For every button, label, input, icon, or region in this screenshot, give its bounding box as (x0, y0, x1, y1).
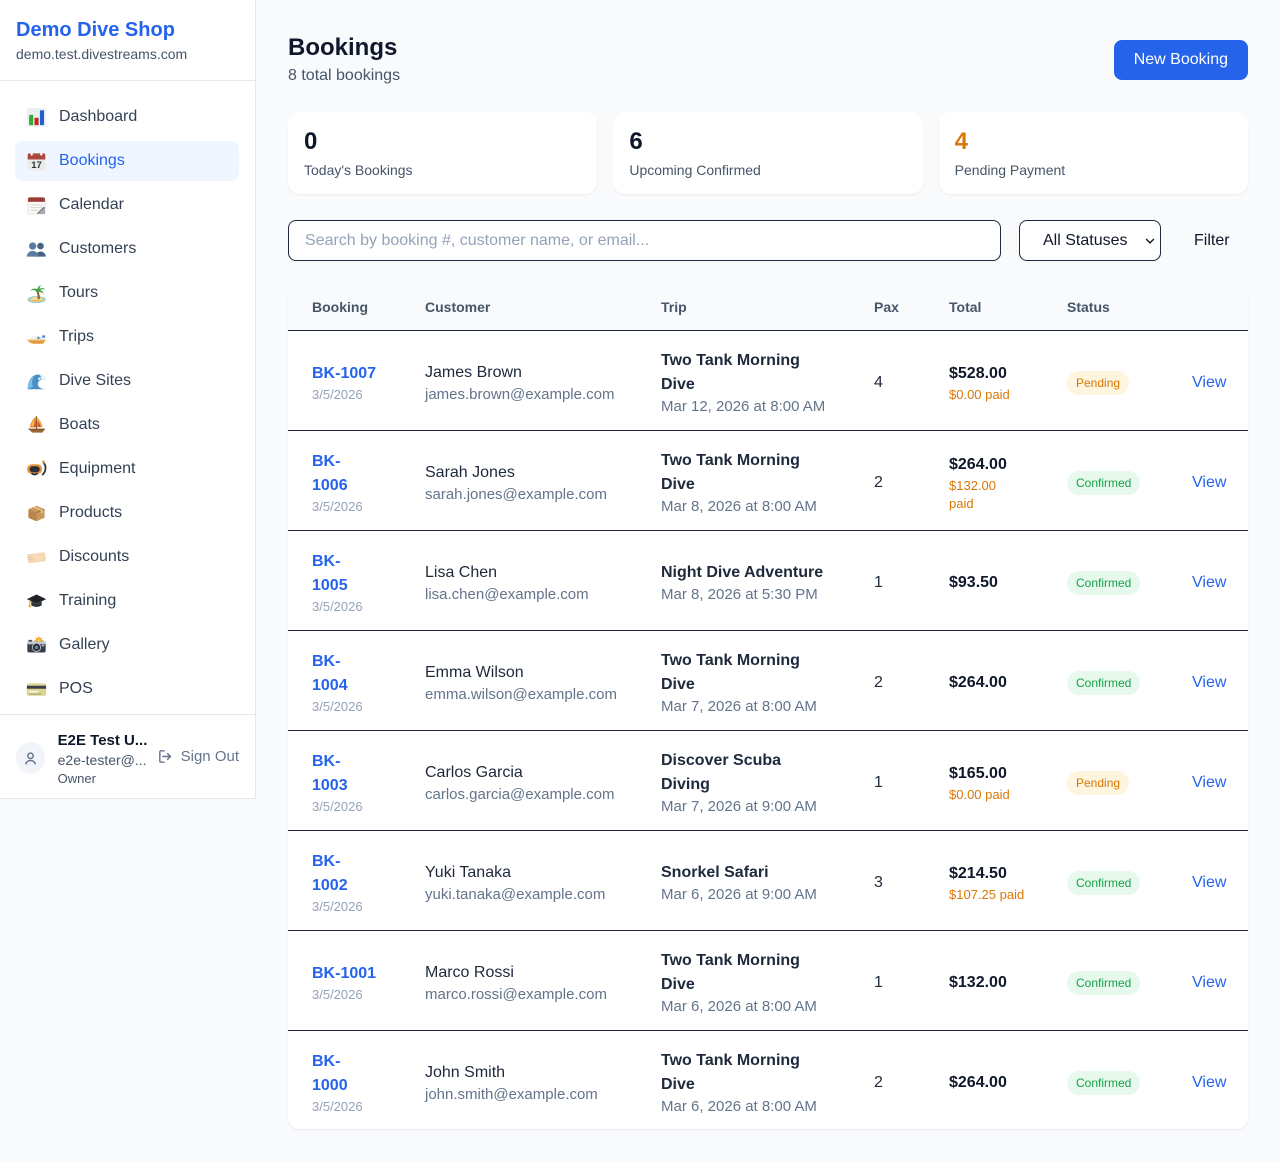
svg-text:17: 17 (31, 160, 42, 171)
